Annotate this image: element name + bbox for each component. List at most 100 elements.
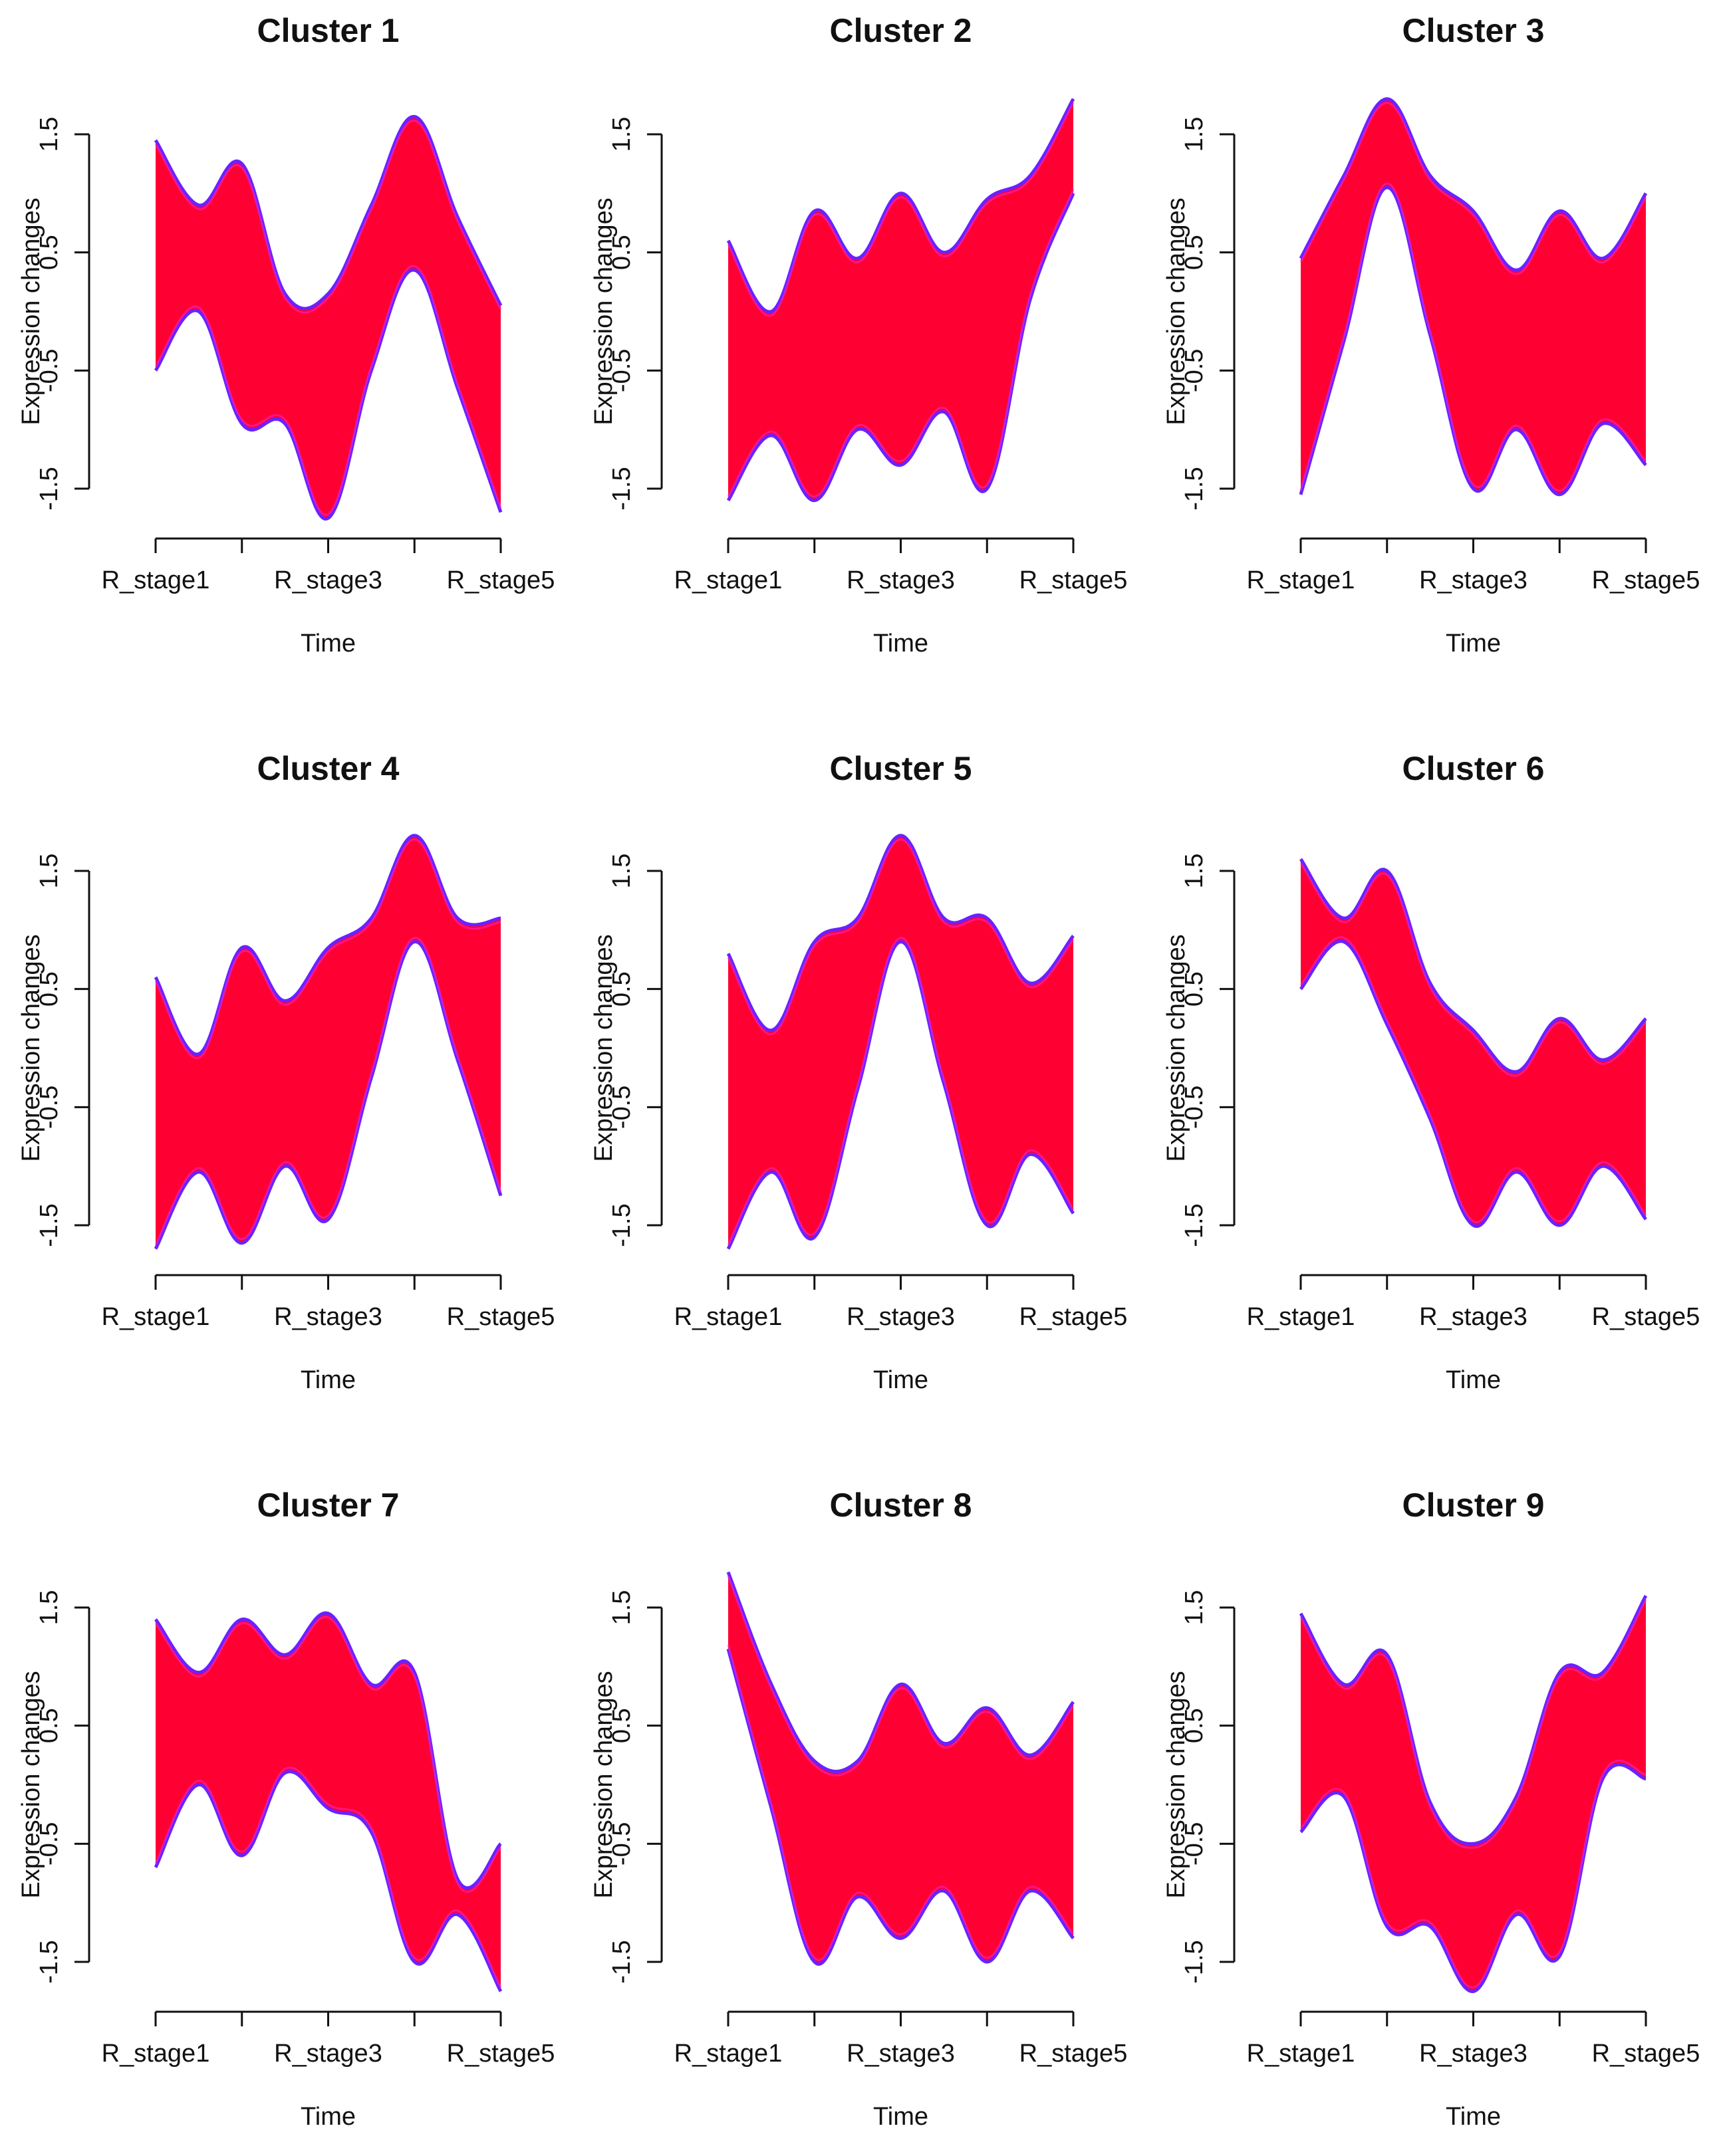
upper-envelope-glow [154,119,502,314]
expression-band [1301,98,1646,495]
lower-envelope-line [154,940,503,1250]
cluster-panel-2: Cluster 2 Expression changes -1.5 -0.5 0.5 1.… [590,12,1127,658]
y-axis-label: Expression changes [1162,197,1190,425]
upper-envelope-line [1299,97,1648,272]
upper-envelope-glow [154,1616,502,1893]
y-tick-label: 0.5 [1180,971,1208,1007]
x-tick-label: R_stage5 [1019,566,1128,594]
upper-envelope-line [154,114,503,310]
expression-band [1301,859,1646,1227]
x-tick-label: R_stage3 [274,2040,382,2068]
x-tick-label: R_stage5 [1019,2040,1128,2068]
x-tick-label: R_stage1 [674,566,783,594]
upper-envelope-line [726,834,1075,1032]
y-axis-label: Expression changes [17,197,45,425]
y-tick-label: -1.5 [1180,1940,1208,1983]
y-tick-label: 0.5 [608,235,636,270]
x-axis-label: Time [1446,630,1501,658]
y-tick-label: 1.5 [608,117,636,152]
lower-envelope-glow [727,189,1075,498]
upper-envelope-line [726,1571,1075,1773]
x-tick-label: R_stage5 [447,1303,555,1331]
panel-title: Cluster 6 [1402,750,1545,787]
upper-envelope-line [154,834,501,1056]
lower-envelope-glow [727,1644,1075,1961]
x-axis-label: Time [873,1366,928,1394]
expression-band [156,1613,501,1992]
y-tick-label: 0.5 [35,235,63,270]
upper-envelope-line [1299,858,1647,1074]
x-axis-label: Time [1446,1366,1501,1394]
x-tick-label: R_stage5 [447,566,555,594]
x-axis-label: Time [301,1366,356,1394]
y-tick-label: -1.5 [35,1203,63,1247]
x-axis-label: Time [873,2103,928,2131]
y-tick-label: 0.5 [1180,1708,1208,1743]
y-tick-label: -0.5 [35,1086,63,1129]
panel-title: Cluster 4 [257,750,400,787]
y-tick-label: -0.5 [35,349,63,392]
lower-envelope-glow [154,1766,502,1988]
upper-envelope-line [726,98,1075,314]
y-tick-label: -0.5 [608,1822,636,1865]
y-tick-label: 1.5 [608,1590,636,1625]
x-tick-label: R_stage3 [847,2040,955,2068]
cluster-panel-5: Cluster 5 Expression changes -1.5 -0.5 0.5 1.… [590,750,1127,1394]
lower-envelope-line [154,1770,503,1992]
y-tick-label: 1.5 [1180,854,1208,889]
upper-envelope-glow [1299,862,1647,1077]
y-tick-label: -1.5 [608,467,636,510]
x-axis-label: Time [1446,2103,1501,2131]
y-tick-label: 0.5 [1180,235,1208,270]
x-tick-label: R_stage3 [1419,566,1527,594]
y-axis-label: Expression changes [1162,934,1190,1161]
x-tick-label: R_stage3 [274,566,382,594]
y-tick-label: 0.5 [35,1708,63,1743]
cluster-panel-7: Cluster 7 Expression changes -1.5 -0.5 0.5 1.… [17,1487,555,2131]
cluster-panel-6: Cluster 6 Expression changes -1.5 -0.5 0.5 1.… [1162,750,1700,1394]
y-tick-label: -0.5 [1180,1822,1208,1865]
y-tick-label: -0.5 [1180,349,1208,392]
upper-envelope-glow [727,102,1075,317]
upper-envelope-glow [1299,102,1647,275]
y-tick-label: 0.5 [608,971,636,1007]
x-axis-label: Time [301,2103,356,2131]
y-axis-label: Expression changes [590,197,618,425]
x-tick-label: R_stage1 [1247,566,1355,594]
y-tick-label: -1.5 [35,1940,63,1983]
y-tick-label: 1.5 [608,854,636,889]
y-tick-label: 0.5 [35,971,63,1007]
y-axis-label: Expression changes [590,1671,618,1898]
x-tick-label: R_stage5 [1019,1303,1128,1331]
panel-title: Cluster 3 [1402,12,1545,49]
lower-envelope-glow [1299,1759,1647,1988]
y-tick-label: -1.5 [35,467,63,510]
lower-envelope-line [154,268,503,521]
x-tick-label: R_stage5 [1592,2040,1700,2068]
y-tick-label: -1.5 [608,1203,636,1247]
x-tick-label: R_stage3 [1419,1303,1527,1331]
upper-envelope-glow [727,838,1075,1036]
y-axis-label: Expression changes [17,934,45,1161]
expression-band [728,98,1073,501]
upper-envelope-line [1299,1594,1648,1846]
x-tick-label: R_stage5 [1592,1303,1700,1331]
panel-title: Cluster 7 [257,1487,400,1524]
x-axis-label: Time [873,630,928,658]
panel-title: Cluster 8 [830,1487,972,1524]
x-tick-label: R_stage1 [102,566,210,594]
y-axis-label: Expression changes [1162,1671,1190,1898]
x-tick-label: R_stage1 [102,2040,210,2068]
panel-title: Cluster 5 [830,750,972,787]
upper-envelope-glow [1299,1599,1647,1849]
cluster-panel-9: Cluster 9 Expression changes -1.5 -0.5 0.5 1.… [1162,1487,1700,2131]
y-tick-label: 0.5 [608,1708,636,1743]
x-tick-label: R_stage1 [674,1303,783,1331]
expression-band [728,835,1073,1249]
y-axis-label: Expression changes [17,1671,45,1898]
x-tick-label: R_stage5 [447,2040,555,2068]
y-tick-label: 1.5 [1180,1590,1208,1625]
expression-band [1301,1596,1646,1992]
panel-title: Cluster 9 [1402,1487,1545,1524]
